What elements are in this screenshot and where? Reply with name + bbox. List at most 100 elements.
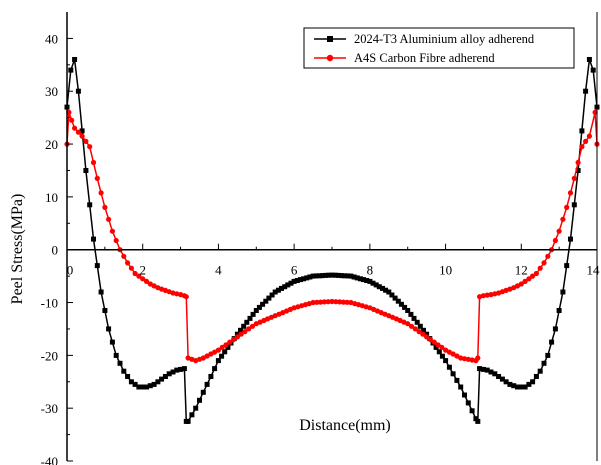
data-point [511, 383, 517, 389]
data-point [579, 144, 585, 150]
data-point [484, 292, 490, 298]
data-point [556, 308, 562, 313]
y-tick-label: 20 [45, 137, 58, 152]
data-point [518, 384, 524, 390]
data-point [475, 418, 481, 424]
data-point [583, 88, 589, 94]
data-point [68, 67, 74, 73]
data-point [87, 144, 93, 150]
data-point [162, 374, 168, 379]
data-point [102, 308, 108, 313]
data-point [469, 408, 475, 414]
data-point [541, 360, 547, 366]
data-point [431, 339, 437, 345]
data-point [140, 276, 146, 282]
data-point [102, 204, 108, 210]
data-point [433, 344, 439, 350]
data-point [250, 311, 256, 317]
data-point [244, 319, 250, 325]
data-point [592, 109, 598, 115]
data-point [408, 311, 414, 317]
data-point [421, 327, 426, 333]
axes-group: 0 2 4 6 8 10 12 14 -40 -30 -20 -10 0 10 20 30 40 [41, 12, 600, 465]
data-point [412, 326, 418, 332]
data-point [197, 397, 202, 403]
data-point [183, 294, 189, 300]
legend-label-carbon: A4S Carbon Fibre adherend [354, 51, 495, 65]
legend-marker-aluminium [327, 36, 333, 42]
data-point [344, 299, 350, 305]
data-point [383, 287, 389, 293]
data-point [79, 133, 85, 139]
data-point [72, 125, 78, 131]
data-point [132, 381, 138, 387]
y-axis-title: Peel Stress(MPa) [9, 194, 26, 305]
data-point [560, 289, 566, 295]
data-point [537, 368, 543, 374]
data-point [530, 273, 536, 279]
data-point [106, 216, 112, 222]
x-tick-label: 2 [139, 263, 146, 278]
data-point [272, 289, 278, 295]
y-tick-label: -10 [41, 296, 58, 311]
data-point [298, 277, 303, 283]
data-point [98, 289, 104, 295]
data-point [420, 331, 426, 337]
data-point [249, 323, 256, 329]
data-point [575, 159, 581, 166]
data-point [361, 277, 366, 283]
data-point [552, 326, 558, 332]
data-point [151, 381, 157, 387]
data-point [128, 265, 134, 271]
data-point [125, 260, 131, 266]
legend-box [303, 27, 575, 69]
series-carbon-fibre [64, 109, 600, 364]
data-point [351, 274, 357, 280]
data-point [314, 299, 320, 305]
data-point [231, 336, 237, 343]
data-point [275, 287, 281, 293]
data-point [234, 334, 240, 340]
data-point [325, 299, 331, 305]
data-point [492, 371, 498, 377]
data-point [465, 400, 471, 406]
data-point [333, 299, 339, 305]
data-point [545, 253, 551, 259]
data-point [98, 190, 104, 196]
y-tick-label: 40 [45, 31, 58, 46]
data-point [132, 270, 138, 277]
data-point [75, 88, 81, 94]
data-point [424, 331, 430, 337]
data-point [144, 384, 149, 390]
data-point [225, 344, 231, 350]
x-tick-label: 12 [515, 263, 528, 278]
data-point [522, 278, 528, 284]
data-point [113, 352, 119, 358]
data-point [552, 237, 559, 244]
data-point [136, 273, 142, 279]
data-point [121, 368, 127, 374]
y-tick-label: -40 [41, 454, 58, 465]
data-point [537, 265, 543, 271]
data-point [579, 128, 585, 134]
data-point [405, 321, 411, 327]
data-point [533, 374, 539, 379]
series-line [66, 58, 598, 423]
data-point [72, 57, 78, 62]
data-point [583, 138, 589, 144]
data-point [348, 273, 354, 279]
data-point [408, 323, 415, 329]
data-point [533, 270, 540, 277]
data-point [571, 202, 577, 208]
data-point [477, 366, 483, 372]
data-point [256, 304, 262, 310]
data-point [518, 281, 524, 287]
data-point [507, 381, 513, 387]
data-point [416, 329, 422, 335]
data-point [143, 278, 150, 284]
x-tick-label: 8 [367, 263, 374, 278]
series-group [64, 57, 600, 424]
legend: 2024-T3 Aluminium alloy adherend A4S Car… [303, 27, 575, 69]
data-point [335, 272, 341, 278]
